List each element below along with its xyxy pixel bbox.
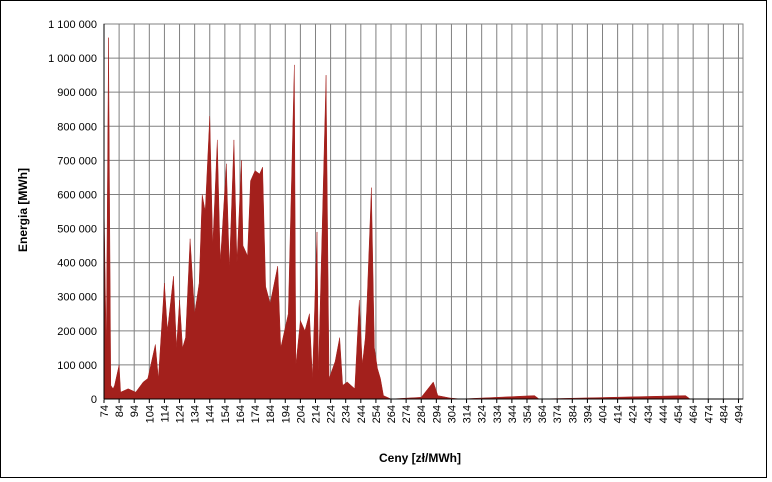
x-tick-label: 484 xyxy=(718,405,730,423)
x-tick-label: 144 xyxy=(205,405,217,423)
x-tick-label: 174 xyxy=(250,405,262,423)
x-tick-label: 234 xyxy=(341,405,353,423)
x-tick-label: 334 xyxy=(492,405,504,423)
x-tick-label: 464 xyxy=(688,405,700,423)
y-tick-label: 200 000 xyxy=(57,326,97,338)
x-tick-label: 94 xyxy=(129,405,141,417)
x-tick-label: 444 xyxy=(658,405,670,423)
y-axis-label: Energia [MWh] xyxy=(16,168,30,252)
x-tick-label: 424 xyxy=(628,405,640,423)
x-tick-label: 394 xyxy=(582,405,594,423)
x-tick-label: 304 xyxy=(446,405,458,423)
y-tick-label: 900 000 xyxy=(57,87,97,99)
x-tick-label: 384 xyxy=(567,405,579,423)
x-tick-label: 284 xyxy=(416,405,428,423)
y-tick-label: 100 000 xyxy=(57,360,97,372)
x-axis-label: Ceny [zł/MWh] xyxy=(379,451,461,465)
y-tick-label: 600 000 xyxy=(57,189,97,201)
x-tick-label: 274 xyxy=(401,405,413,423)
x-tick-label: 214 xyxy=(310,405,322,423)
x-tick-label: 404 xyxy=(598,405,610,423)
y-tick-label: 400 000 xyxy=(57,258,97,270)
x-tick-label: 84 xyxy=(114,405,126,417)
x-tick-label: 324 xyxy=(477,405,489,423)
x-tick-label: 294 xyxy=(431,405,443,423)
y-tick-label: 500 000 xyxy=(57,224,97,236)
x-tick-label: 374 xyxy=(552,405,564,423)
x-tick-label: 134 xyxy=(190,405,202,423)
x-tick-label: 494 xyxy=(733,405,745,423)
x-tick-label: 254 xyxy=(371,405,383,423)
x-tick-label: 224 xyxy=(326,405,338,423)
x-tick-label: 364 xyxy=(537,405,549,423)
y-tick-label: 300 000 xyxy=(57,292,97,304)
x-tick-label: 124 xyxy=(175,405,187,423)
x-tick-label: 354 xyxy=(522,405,534,423)
x-tick-label: 434 xyxy=(643,405,655,423)
x-tick-label: 244 xyxy=(356,405,368,423)
x-tick-label: 184 xyxy=(265,405,277,423)
x-tick-label: 104 xyxy=(144,405,156,423)
area xyxy=(103,37,743,400)
y-tick-label: 800 000 xyxy=(57,121,97,133)
x-tick-label: 454 xyxy=(673,405,685,423)
y-tick-label: 1 000 000 xyxy=(48,53,97,65)
x-tick-label: 344 xyxy=(507,405,519,423)
x-tick-label: 264 xyxy=(386,405,398,423)
x-tick-label: 204 xyxy=(295,405,307,423)
x-tick-label: 314 xyxy=(462,405,474,423)
y-tick-label: 700 000 xyxy=(57,155,97,167)
x-tick-label: 474 xyxy=(703,405,715,423)
x-tick-label: 74 xyxy=(99,405,111,417)
x-tick-label: 114 xyxy=(159,405,171,423)
y-tick-label: 0 xyxy=(91,394,97,406)
x-tick-label: 194 xyxy=(280,405,292,423)
x-tick-label: 154 xyxy=(220,405,232,423)
x-tick-label: 164 xyxy=(235,405,247,423)
y-tick-label: 1 100 000 xyxy=(48,19,97,31)
x-tick-label: 414 xyxy=(613,405,625,423)
